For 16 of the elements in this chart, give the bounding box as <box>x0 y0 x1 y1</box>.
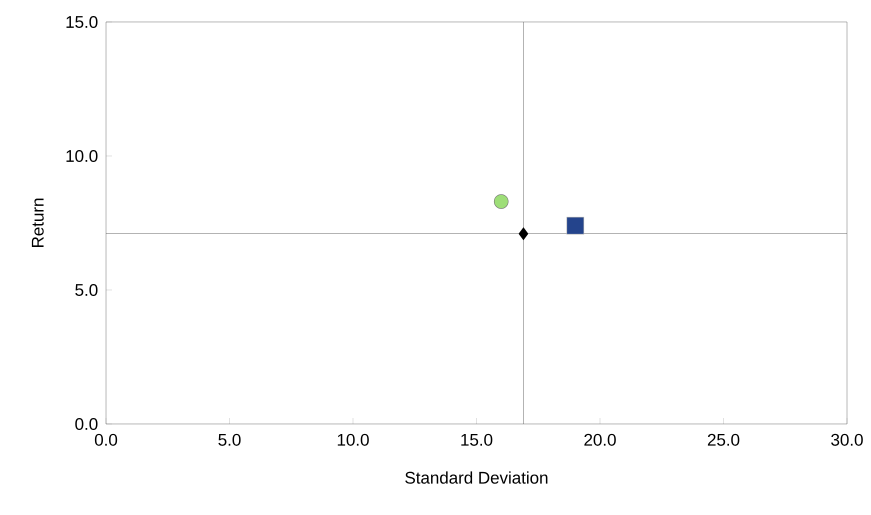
x-tick-label: 30.0 <box>831 434 863 446</box>
y-axis-title: Return <box>32 198 44 248</box>
x-tick-label: 0.0 <box>94 434 118 446</box>
point <box>566 216 584 234</box>
x-tick-label: 10.0 <box>338 434 369 446</box>
y-tick-label: 5.0 <box>75 284 98 296</box>
x-tick-label: 15.0 <box>461 434 492 446</box>
x-tick-label: 5.0 <box>218 434 241 446</box>
x-tick-label: 20.0 <box>584 434 616 446</box>
x-axis-title: Standard Deviation <box>405 471 548 484</box>
y-tick-label: 15.0 <box>66 16 98 28</box>
x-tick-label: 25.0 <box>708 434 740 446</box>
y-tick-label: 10.0 <box>66 150 98 162</box>
y-tick-label: 0.0 <box>75 418 98 430</box>
point <box>518 227 528 240</box>
point <box>494 194 509 209</box>
